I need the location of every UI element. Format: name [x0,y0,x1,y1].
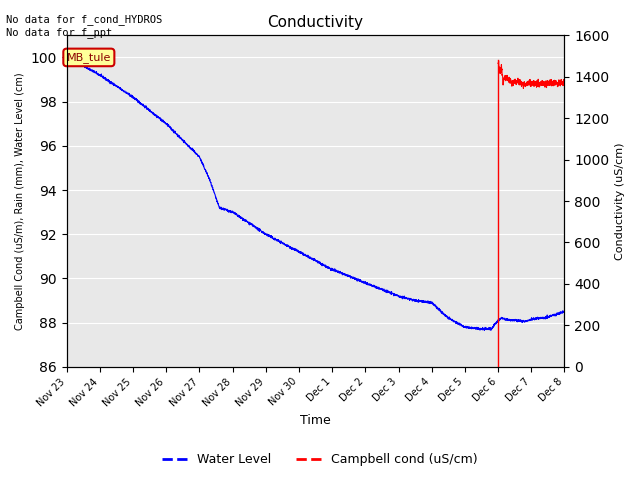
Title: Conductivity: Conductivity [268,15,364,30]
Y-axis label: Conductivity (uS/cm): Conductivity (uS/cm) [615,142,625,260]
Water Level [120,88,127,94]
Water Level [561,309,568,314]
Water Level [149,110,157,116]
Text: MB_tule: MB_tule [67,52,111,63]
Text: No data for f_cond_HYDROS
No data for f_ppt: No data for f_cond_HYDROS No data for f_… [6,14,163,38]
X-axis label: Time: Time [300,414,331,427]
Water Level [63,54,70,60]
Water Level [63,54,71,60]
Legend: Water Level, Campbell cond (uS/cm): Water Level, Campbell cond (uS/cm) [157,448,483,471]
Water Level [275,239,283,244]
Water Level [254,227,262,233]
Water Level [497,314,505,320]
Water Level [551,312,559,317]
Y-axis label: Campbell Cond (uS/m), Rain (mm), Water Level (cm): Campbell Cond (uS/m), Rain (mm), Water L… [15,72,25,330]
Line: Water Level: Water Level [67,57,564,330]
Water Level [481,327,488,333]
